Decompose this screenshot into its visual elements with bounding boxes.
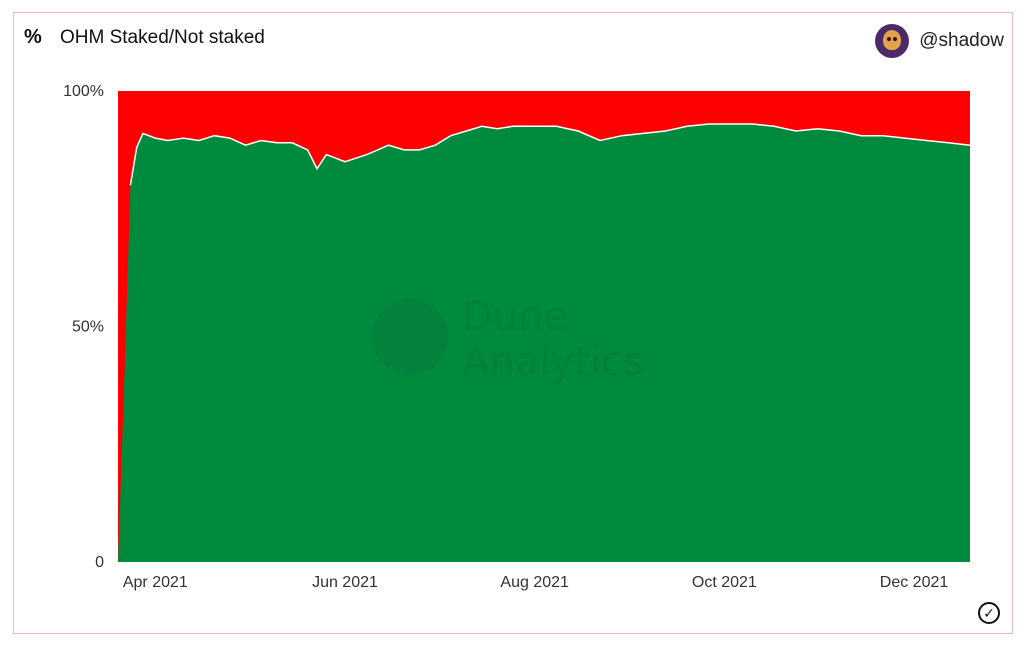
x-tick-label: Dec 2021 — [880, 574, 949, 591]
y-tick-label: 50% — [72, 319, 104, 336]
x-tick-label: Apr 2021 — [123, 574, 188, 591]
watermark: Dune Analytics — [372, 294, 644, 385]
chart-title[interactable]: OHM Staked/Not staked — [60, 27, 265, 48]
y-tick-label: 100% — [63, 83, 104, 100]
x-tick-label: Jun 2021 — [312, 574, 378, 591]
percent-icon: % — [24, 26, 42, 48]
watermark-line1: Dune — [462, 294, 568, 340]
staked-area — [118, 124, 970, 562]
check-circle-icon[interactable]: ✓ — [978, 602, 1000, 624]
dune-logo-icon — [372, 299, 448, 375]
x-tick-label: Oct 2021 — [692, 574, 757, 591]
author-handle: @shadow — [919, 30, 1004, 51]
watermark-line2: Analytics — [462, 339, 644, 385]
y-axis: 0 50% 100% — [63, 83, 104, 571]
plot-area — [118, 91, 971, 562]
skull-avatar-icon — [875, 24, 910, 58]
x-axis: Apr 2021 Jun 2021 Aug 2021 Oct 2021 Dec 2021 — [123, 574, 949, 591]
y-tick-label: 0 — [95, 554, 104, 571]
staked-edge-line — [129, 123, 971, 186]
author-link[interactable]: @shadow — [875, 24, 1004, 58]
x-tick-label: Aug 2021 — [500, 574, 569, 591]
